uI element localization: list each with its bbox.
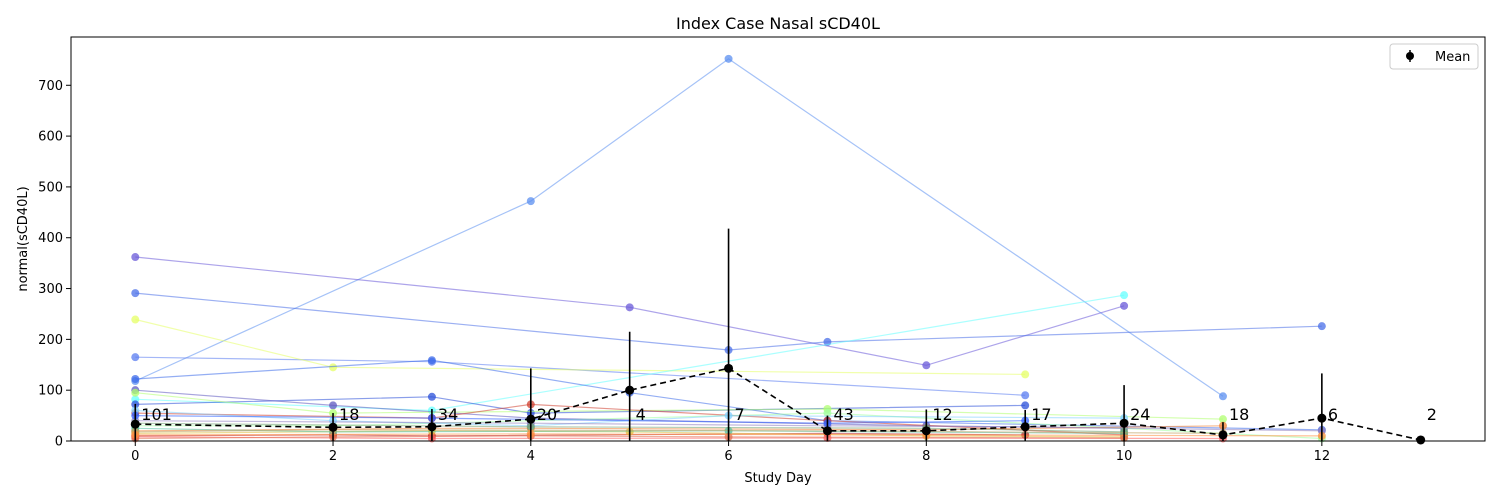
- subject-point-2-0: [131, 289, 140, 298]
- mean-point-10: [1218, 430, 1228, 440]
- mean-point-9: [1119, 418, 1129, 428]
- mean-point-11: [1317, 413, 1327, 423]
- count-label-0: 101: [141, 405, 172, 424]
- y-tick-label-6: 600: [38, 130, 63, 145]
- subject-point-0-2: [724, 54, 733, 63]
- mean-point-1: [328, 422, 338, 432]
- plot-frame: [70, 36, 1486, 442]
- subject-point-1-3: [1120, 301, 1129, 310]
- subject-point-1-2: [922, 361, 931, 370]
- y-tick-label-4: 400: [38, 231, 63, 246]
- mean-point-12: [1416, 435, 1426, 445]
- subject-point-7-3: [1021, 401, 1030, 410]
- count-label-9: 24: [1130, 405, 1150, 424]
- subject-point-0-3: [1218, 392, 1227, 401]
- y-tick-label-2: 200: [38, 333, 63, 348]
- count-label-7: 12: [932, 405, 952, 424]
- y-axis: 0 100 200 300 400 500 600 700: [38, 79, 71, 450]
- mean-point-0: [130, 419, 140, 429]
- y-tick-label-1: 100: [38, 384, 63, 399]
- x-axis-title: Study Day: [744, 471, 812, 486]
- mean-point-5: [724, 363, 734, 373]
- mean-point-4: [625, 385, 635, 395]
- subject-line-3: [135, 356, 1026, 396]
- subject-point-2-3: [1317, 322, 1326, 331]
- subject-point-4-0: [131, 315, 140, 324]
- subject-series-3: [131, 353, 1030, 400]
- count-label-2: 34: [438, 405, 458, 424]
- subject-point-1-1: [625, 303, 634, 312]
- subject-series-2: [131, 289, 1326, 355]
- subject-point-3-2: [1021, 391, 1030, 400]
- x-tick-label-5: 10: [1116, 449, 1133, 464]
- subject-point-0-1: [526, 197, 535, 206]
- subject-line-2: [135, 292, 1322, 351]
- subject-line-4: [135, 318, 1026, 375]
- subject-point-9-3: [1218, 415, 1227, 424]
- count-label-5: 7: [735, 405, 745, 424]
- count-label-1: 18: [339, 405, 359, 424]
- x-tick-label-4: 8: [922, 449, 930, 464]
- y-axis-title: normal(sCD40L): [16, 186, 31, 291]
- mean-point-7: [921, 426, 931, 436]
- subject-point-9-0: [131, 388, 140, 397]
- mean-point-6: [822, 426, 832, 436]
- subject-series-0: [131, 54, 1227, 401]
- y-tick-label-5: 500: [38, 180, 63, 195]
- x-tick-label-2: 4: [527, 449, 535, 464]
- count-label-4: 4: [636, 405, 646, 424]
- subject-line-0: [135, 58, 1224, 397]
- legend: Mean: [1389, 43, 1479, 70]
- subject-point-6-0: [131, 375, 140, 384]
- subject-point-7-1: [427, 392, 436, 401]
- x-axis: 0 2 4 6 8 10 12: [131, 441, 1330, 464]
- subject-point-3-0: [131, 353, 140, 362]
- subject-point-5-2: [1120, 291, 1129, 300]
- count-label-6: 43: [833, 405, 853, 424]
- count-label-12: 2: [1427, 405, 1437, 424]
- subject-point-8-1: [329, 401, 338, 410]
- subject-point-11-2: [823, 409, 832, 418]
- subject-point-1-0: [131, 253, 140, 262]
- chart-title: Index Case Nasal sCD40L: [676, 14, 880, 33]
- count-label-8: 17: [1031, 405, 1051, 424]
- count-label-3: 20: [537, 405, 557, 424]
- legend-mean-marker: [1406, 52, 1414, 60]
- x-tick-label-3: 6: [724, 449, 732, 464]
- x-tick-label-1: 2: [329, 449, 337, 464]
- y-tick-label-0: 0: [55, 435, 63, 450]
- mean-point-3: [526, 414, 536, 424]
- subject-point-4-2: [1021, 370, 1030, 379]
- subject-point-6-1: [427, 356, 436, 365]
- legend-mean-label: Mean: [1435, 50, 1470, 65]
- x-tick-label-0: 0: [131, 449, 139, 464]
- plot-area: 101 18 34 20 4 7 43 12 17 24 18 6 2: [130, 54, 1437, 445]
- x-tick-label-6: 12: [1314, 449, 1331, 464]
- y-tick-label-3: 300: [38, 282, 63, 297]
- subject-point-4-1: [329, 363, 338, 372]
- mean-series: [130, 228, 1426, 445]
- mean-point-8: [1020, 422, 1030, 432]
- count-label-11: 6: [1328, 405, 1338, 424]
- count-label-10: 18: [1229, 405, 1249, 424]
- mean-point-2: [427, 422, 437, 432]
- subject-series-4: [131, 315, 1030, 379]
- subject-series-7: [131, 392, 1030, 418]
- y-tick-label-7: 700: [38, 79, 63, 94]
- legend-box: [1389, 43, 1479, 70]
